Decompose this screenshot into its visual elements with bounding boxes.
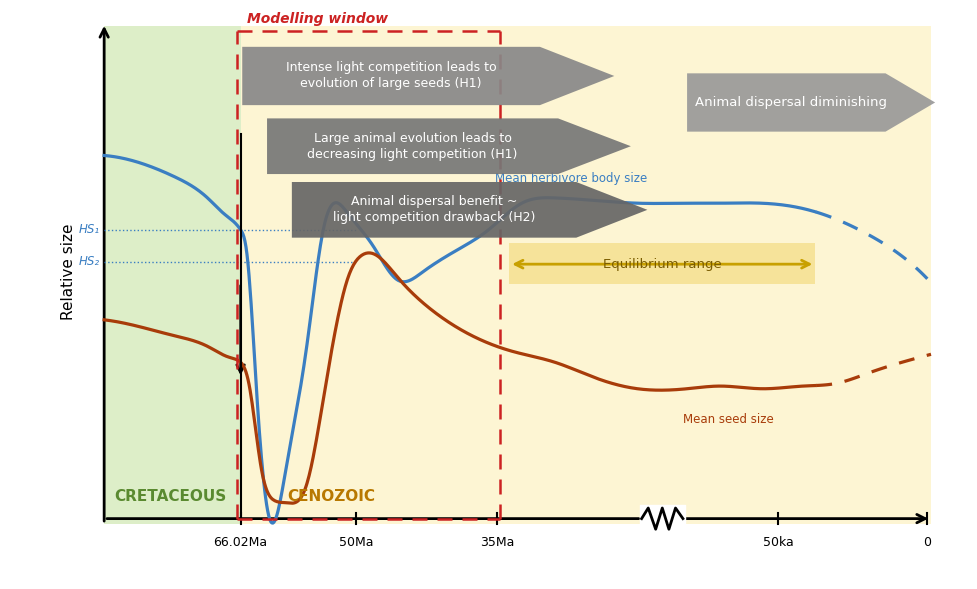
Text: 66.02Ma: 66.02Ma xyxy=(213,536,268,549)
Text: Large animal evolution leads to
decreasing light competition (H1): Large animal evolution leads to decreasi… xyxy=(307,132,517,161)
Text: Modelling window: Modelling window xyxy=(247,12,388,25)
Text: HS₁: HS₁ xyxy=(79,223,100,236)
Bar xyxy=(240,25,930,524)
Bar xyxy=(105,25,240,524)
Text: CRETACEOUS: CRETACEOUS xyxy=(114,489,227,504)
Polygon shape xyxy=(267,118,630,174)
Polygon shape xyxy=(242,47,614,105)
Text: 50ka: 50ka xyxy=(762,536,792,549)
Text: Mean herbivore body size: Mean herbivore body size xyxy=(494,171,647,184)
Bar xyxy=(509,243,815,284)
Text: Mean seed size: Mean seed size xyxy=(682,412,773,426)
Text: CENOZOIC: CENOZOIC xyxy=(287,489,375,504)
Text: 35Ma: 35Ma xyxy=(480,536,514,549)
Text: HS₂: HS₂ xyxy=(79,255,100,268)
Text: Animal dispersal diminishing: Animal dispersal diminishing xyxy=(695,96,886,109)
Text: 0: 0 xyxy=(922,536,930,549)
Text: 50Ma: 50Ma xyxy=(339,536,373,549)
Text: Equilibrium range: Equilibrium range xyxy=(602,257,721,271)
Text: Relative size: Relative size xyxy=(61,224,76,320)
Text: Intense light competition leads to
evolution of large seeds (H1): Intense light competition leads to evolu… xyxy=(285,61,496,91)
Text: Animal dispersal benefit ~
light competition drawback (H2): Animal dispersal benefit ~ light competi… xyxy=(332,196,534,224)
Polygon shape xyxy=(687,73,934,131)
Polygon shape xyxy=(291,182,647,237)
